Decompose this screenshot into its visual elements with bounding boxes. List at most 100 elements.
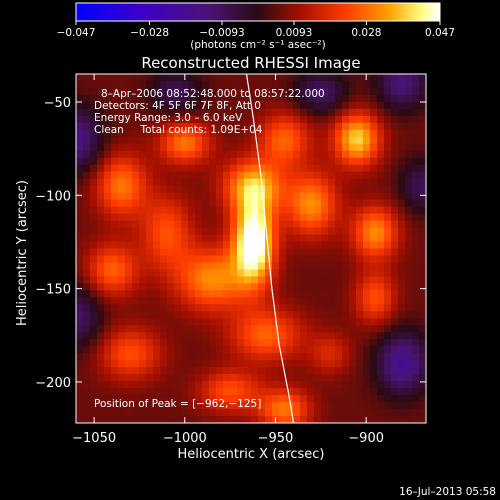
heatmap-cell (237, 157, 245, 166)
heatmap-cell (118, 395, 126, 403)
heatmap-cell (125, 171, 133, 180)
heatmap-cell (391, 192, 399, 201)
heatmap-cell (146, 115, 154, 124)
heatmap-cell (412, 353, 420, 361)
y-tick-label: −50 (44, 96, 71, 111)
heatmap-cell (370, 143, 378, 152)
heatmap-cell (195, 178, 203, 187)
heatmap-cell (118, 290, 126, 298)
heatmap-cell (202, 234, 210, 242)
heatmap-cell (104, 283, 112, 291)
heatmap-cell (412, 220, 420, 228)
heatmap-cell (356, 346, 364, 354)
heatmap-cell (251, 283, 259, 291)
heatmap-cell (216, 318, 224, 326)
heatmap-cell (328, 262, 336, 270)
heatmap-cell (349, 248, 357, 256)
heatmap-cell (216, 360, 224, 368)
heatmap-cell (300, 101, 308, 110)
heatmap-cell (209, 388, 217, 396)
heatmap-cell (118, 381, 126, 389)
heatmap-cell (174, 94, 182, 103)
heatmap-cell (391, 402, 399, 410)
heatmap-cell (202, 248, 210, 256)
heatmap-cell (321, 262, 329, 270)
heatmap-cell (342, 374, 350, 382)
heatmap-cell (174, 220, 182, 228)
heatmap-cell (321, 248, 329, 256)
heatmap-cell (230, 241, 238, 249)
heatmap-cell (90, 311, 98, 319)
heatmap-cell (384, 241, 392, 249)
heatmap-cell (118, 269, 126, 277)
heatmap-cell (370, 87, 378, 96)
heatmap-cell (349, 164, 357, 173)
heatmap-cell (188, 206, 196, 214)
heatmap-cell (209, 290, 217, 298)
heatmap-cell (391, 164, 399, 173)
heatmap-cell (314, 269, 322, 277)
heatmap-cell (118, 171, 126, 180)
heatmap-cell (160, 325, 168, 333)
heatmap-cell (251, 248, 259, 256)
heatmap-cell (209, 94, 217, 103)
heatmap-cell (125, 297, 133, 305)
heatmap-cell (384, 101, 392, 110)
heatmap-cell (111, 122, 119, 131)
heatmap-cell (356, 150, 364, 159)
heatmap-cell (251, 241, 259, 249)
heatmap-cell (419, 129, 426, 138)
heatmap-cell (391, 206, 399, 214)
heatmap-cell (209, 227, 217, 235)
heatmap-cell (104, 171, 112, 180)
heatmap-cell (230, 325, 238, 333)
heatmap-cell (258, 129, 266, 138)
heatmap-cell (370, 367, 378, 375)
heatmap-cell (181, 122, 189, 131)
heatmap-cell (335, 297, 343, 305)
heatmap-cell (132, 332, 140, 340)
heatmap-cell (83, 143, 91, 152)
heatmap-cell (216, 402, 224, 410)
heatmap-cell (202, 206, 210, 214)
heatmap-cell (335, 115, 343, 124)
heatmap-cell (153, 262, 161, 270)
heatmap-cell (230, 311, 238, 319)
heatmap-cell (370, 171, 378, 180)
heatmap-cell (342, 234, 350, 242)
heatmap-cell (370, 220, 378, 228)
heatmap-cell (244, 185, 252, 194)
heatmap-cell (370, 136, 378, 145)
heatmap-cell (237, 269, 245, 277)
heatmap-cell (195, 262, 203, 270)
heatmap-cell (377, 129, 385, 138)
heatmap-cell (300, 74, 308, 82)
heatmap-cell (384, 136, 392, 145)
heatmap-cell (307, 227, 315, 235)
heatmap-cell (279, 346, 287, 354)
heatmap-cell (265, 325, 273, 333)
heatmap-cell (363, 402, 371, 410)
heatmap-cell (230, 395, 238, 403)
heatmap-cell (181, 248, 189, 256)
heatmap-cell (412, 101, 420, 110)
heatmap-cell (321, 122, 329, 131)
heatmap-cell (202, 416, 210, 423)
heatmap-cell (265, 367, 273, 375)
heatmap-cell (153, 80, 161, 89)
heatmap-cell (167, 150, 175, 159)
heatmap-cell (223, 402, 231, 410)
heatmap-cell (398, 255, 406, 263)
heatmap-cell (118, 402, 126, 410)
heatmap-cell (419, 150, 426, 159)
heatmap-cell (111, 255, 119, 263)
heatmap-cell (202, 304, 210, 312)
heatmap-cell (293, 311, 301, 319)
heatmap-cell (321, 178, 329, 187)
heatmap-cell (83, 150, 91, 159)
heatmap-cell (251, 416, 259, 423)
heatmap-cell (307, 115, 315, 124)
heatmap-cell (321, 269, 329, 277)
heatmap-cell (160, 332, 168, 340)
y-tick-label: −100 (35, 189, 71, 204)
